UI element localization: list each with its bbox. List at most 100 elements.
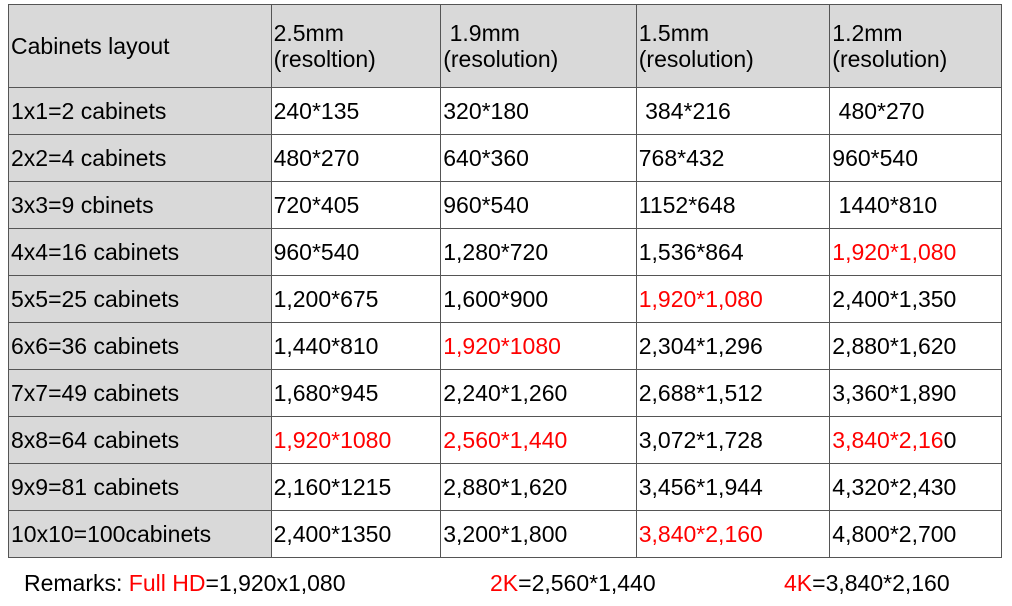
resolution-cell: 240*135 [270,87,442,135]
resolution-value: 3,360*1,890 [832,379,957,406]
resolution-cell: 320*180 [440,87,637,135]
resolution-value: 2,400*1350 [273,520,392,547]
resolution-cell: 3,456*1,944 [635,463,831,511]
resolution-cell: 1,536*864 [635,228,831,276]
4k-key: 4K [784,570,813,596]
table-row: 8x8=64 cabinets 1,920*1080 2,560*1,440 3,07… [8,416,1002,464]
resolution-value: 2,880*1,620 [832,332,957,359]
resolution-value: 640*360 [443,144,529,171]
cabinets-layout-cell: 1x1=2 cabinets [8,87,272,135]
resolution-cell: 384*216 [635,87,831,135]
2k-value: =2,560*1,440 [518,570,656,596]
resolution-cell: 720*405 [270,181,442,229]
resolution-value: 2,160*1215 [273,473,392,500]
cabinets-layout-cell: 3x3=9 cbinets [8,181,272,229]
4k-value: =3,840*2,160 [812,570,950,596]
highlighted-resolution: 3,840*2,160 [638,520,763,547]
resolution-value: 480*270 [273,144,360,171]
resolution-cell: 4,320*2,430 [829,463,1002,511]
resolution-cell: 2,560*1,440 [440,416,637,464]
cabinets-layout-cell: 9x9=81 cabinets [8,463,272,511]
resolution-value: 768*432 [638,144,725,171]
header-label: 1.9mm (resolution) [443,19,559,72]
resolution-value: 960*540 [832,144,918,171]
resolution-cell: 1,920*1080 [270,416,442,464]
resolution-cell: 2,688*1,512 [635,369,831,417]
resolution-value: 960*540 [273,238,360,265]
remarks-4k: 4K=3,840*2,160 [784,570,950,597]
cabinets-layout-cell: 7x7=49 cabinets [8,369,272,417]
header-pitch-4: 1.2mm (resolution) [829,4,1002,88]
highlighted-resolution: 1,920*1,080 [638,285,763,312]
resolution-cell: 2,400*1350 [270,510,442,558]
table-row: 2x2=4 cabinets 480*270 640*360 768*432 960*5… [8,134,1002,182]
table-row: 3x3=9 cbinets 720*405 960*540 1152*648 1440… [8,181,1002,229]
header-pitch-1: 2.5mm (resoltion) [270,4,442,88]
resolution-cell: 3,200*1,800 [440,510,637,558]
cabinets-layout-cell: 6x6=36 cabinets [8,322,272,370]
resolution-cell: 1440*810 [829,181,1002,229]
table-row: 10x10=100cabinets 2,400*1350 3,200*1,800 3,… [8,510,1002,558]
resolution-cell: 1,920*1,080 [635,275,831,323]
resolution-cell: 640*360 [440,134,637,182]
resolution-cell: 4,800*2,700 [829,510,1002,558]
2k-key: 2K [490,570,519,596]
highlighted-resolution: 2,560*1,440 [443,426,568,453]
resolution-value: 1152*648 [638,191,736,218]
full-hd-key: Full HD [128,570,206,596]
header-label: 2.5mm (resoltion) [273,19,376,72]
resolution-cell: 1,280*720 [440,228,637,276]
resolution-cell: 768*432 [635,134,831,182]
resolution-cell: 480*270 [829,87,1002,135]
resolution-cell: 2,304*1,296 [635,322,831,370]
resolution-cell: 1,200*675 [270,275,442,323]
resolution-value: 320*180 [443,97,529,124]
cabinets-layout-cell: 8x8=64 cabinets [8,416,272,464]
resolution-value: 3,200*1,800 [443,520,568,547]
resolution-cell: 480*270 [270,134,442,182]
cabinets-layout-cell: 4x4=16 cabinets [8,228,272,276]
resolution-cell: 1,920*1080 [440,322,637,370]
resolution-cell: 3,360*1,890 [829,369,1002,417]
resolution-cell: 3,840*2,160 [635,510,831,558]
resolution-cell: 2,880*1,620 [829,322,1002,370]
resolution-table: Cabinets layout 2.5mm (resoltion) 1.9mm (… [8,4,1002,558]
resolution-value: 720*405 [273,191,360,218]
resolution-cell: 1,600*900 [440,275,637,323]
header-cabinets-layout: Cabinets layout [8,4,272,88]
resolution-value: 2,304*1,296 [638,332,763,359]
remarks-label: Remarks: [24,570,129,596]
resolution-value: 2,688*1,512 [638,379,763,406]
resolution-cell: 2,240*1,260 [440,369,637,417]
header-pitch-2: 1.9mm (resolution) [440,4,637,88]
table-row: 5x5=25 cabinets 1,200*675 1,600*900 1,920*1… [8,275,1002,323]
highlighted-resolution: 1,920*1080 [443,332,561,359]
resolution-cell: 2,160*1215 [270,463,442,511]
resolution-value: 1,536*864 [638,238,744,265]
resolution-cell: 960*540 [829,134,1002,182]
cabinets-layout-cell: 5x5=25 cabinets [8,275,272,323]
header-label: Cabinets layout [11,32,170,59]
resolution-value: 1,200*675 [273,285,379,312]
resolution-value: 3,456*1,944 [638,473,763,500]
resolution-cell: 960*540 [440,181,637,229]
header-label: 1.2mm (resolution) [832,19,948,72]
resolution-value: 2,400*1,350 [832,285,957,312]
resolution-cell: 3,072*1,728 [635,416,831,464]
resolution-value: 1440*810 [832,191,938,218]
resolution-cell: 2,880*1,620 [440,463,637,511]
resolution-value: 384*216 [638,97,731,124]
table-row: 7x7=49 cabinets 1,680*945 2,240*1,260 2,688… [8,369,1002,417]
resolution-cell: 1,920*1,080 [829,228,1002,276]
resolution-cell: 2,400*1,350 [829,275,1002,323]
resolution-value: 4,320*2,430 [832,473,957,500]
resolution-cell: 3,840*2,160 [829,416,1002,464]
cabinets-layout-cell: 2x2=4 cabinets [8,134,272,182]
resolution-value: 2,880*1,620 [443,473,568,500]
highlighted-resolution: 1,920*1080 [273,426,392,453]
resolution-value: 480*270 [832,97,925,124]
full-hd-value: =1,920x1,080 [205,570,346,596]
header-pitch-3: 1.5mm (resolution) [635,4,831,88]
resolution-value: 1,600*900 [443,285,549,312]
resolution-value: 4,800*2,700 [832,520,957,547]
